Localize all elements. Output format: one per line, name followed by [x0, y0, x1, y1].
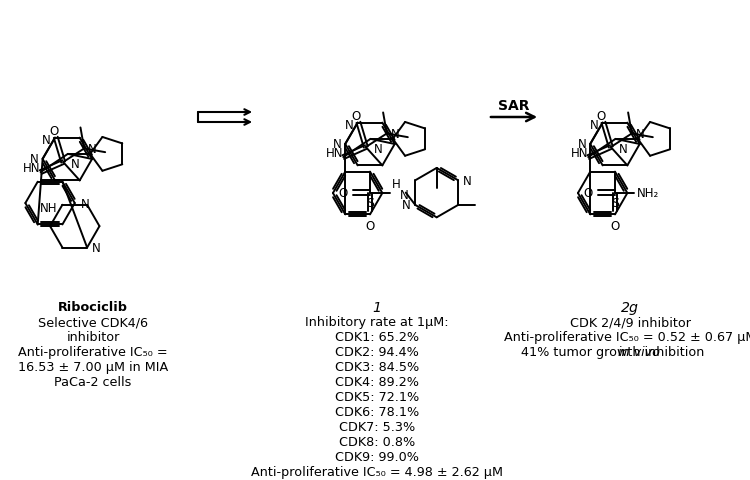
Text: CDK1: 65.2%: CDK1: 65.2% — [335, 331, 419, 344]
Text: N: N — [345, 119, 354, 132]
Text: O: O — [352, 109, 361, 122]
Text: O: O — [610, 220, 620, 233]
Text: S: S — [611, 196, 619, 209]
Text: Selective CDK4/6: Selective CDK4/6 — [38, 316, 148, 329]
Text: N: N — [590, 119, 598, 132]
Text: O: O — [584, 187, 592, 200]
Text: N: N — [636, 128, 644, 141]
Text: N: N — [81, 197, 89, 210]
Text: N: N — [391, 128, 400, 141]
Text: CDK2: 94.4%: CDK2: 94.4% — [335, 346, 419, 359]
Text: Inhibitory rate at 1μM:: Inhibitory rate at 1μM: — [305, 316, 448, 329]
Text: N: N — [88, 143, 97, 156]
Text: O: O — [597, 109, 606, 122]
Text: 1: 1 — [373, 300, 382, 314]
Text: in vivo: in vivo — [618, 346, 660, 359]
Text: NH₂: NH₂ — [637, 187, 658, 200]
Text: CDK9: 99.0%: CDK9: 99.0% — [335, 451, 419, 464]
Text: Anti-proliferative IC₅₀ = 0.52 ± 0.67 μM: Anti-proliferative IC₅₀ = 0.52 ± 0.67 μM — [504, 331, 750, 344]
Text: 16.53 ± 7.00 μM in MIA: 16.53 ± 7.00 μM in MIA — [18, 361, 168, 374]
Text: CDK6: 78.1%: CDK6: 78.1% — [334, 406, 419, 419]
Text: Anti-proliferative IC₅₀ =: Anti-proliferative IC₅₀ = — [18, 346, 168, 359]
Text: O: O — [50, 125, 58, 138]
Text: CDK8: 0.8%: CDK8: 0.8% — [339, 435, 416, 449]
Text: 41% tumor growth inhibition: 41% tumor growth inhibition — [521, 346, 709, 359]
Text: N: N — [374, 143, 382, 156]
Text: N: N — [619, 143, 627, 156]
Text: NH: NH — [40, 202, 58, 215]
Text: 2g: 2g — [621, 300, 639, 314]
Text: N: N — [578, 138, 586, 151]
Text: CDK5: 72.1%: CDK5: 72.1% — [334, 391, 419, 404]
Text: O: O — [365, 220, 375, 233]
Text: N: N — [71, 157, 80, 170]
Text: CDK4: 89.2%: CDK4: 89.2% — [335, 376, 419, 389]
Text: HN: HN — [23, 161, 40, 174]
Text: inhibitor: inhibitor — [66, 331, 120, 344]
Text: CDK7: 5.3%: CDK7: 5.3% — [339, 420, 416, 433]
Text: N: N — [401, 199, 410, 212]
Text: HN: HN — [326, 146, 344, 159]
Text: N: N — [463, 174, 472, 187]
Text: Anti-proliferative IC₅₀ = 4.98 ± 2.62 μM: Anti-proliferative IC₅₀ = 4.98 ± 2.62 μM — [251, 466, 503, 479]
Text: N: N — [332, 138, 341, 151]
Text: N: N — [42, 134, 51, 147]
Text: CDK3: 84.5%: CDK3: 84.5% — [334, 361, 419, 374]
Text: N: N — [30, 153, 39, 166]
Text: HN: HN — [571, 146, 588, 159]
Text: O: O — [338, 187, 348, 200]
Text: PaCa-2 cells: PaCa-2 cells — [54, 376, 132, 389]
Text: SAR: SAR — [498, 99, 530, 113]
Text: H: H — [392, 177, 400, 190]
Text: N: N — [92, 241, 100, 254]
Text: CDK 2/4/9 inhibitor: CDK 2/4/9 inhibitor — [569, 316, 691, 329]
Text: Ribociclib: Ribociclib — [58, 301, 128, 314]
Text: N: N — [400, 189, 409, 202]
Text: S: S — [366, 196, 374, 209]
